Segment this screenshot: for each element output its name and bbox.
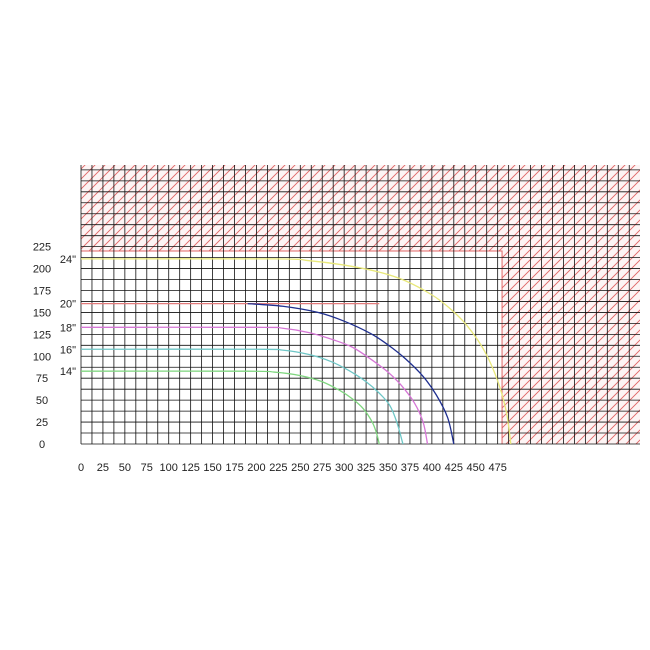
x-tick-label: 0 <box>78 462 84 474</box>
x-tick-label: 150 <box>203 462 221 474</box>
series-line-curve-2 <box>247 303 455 445</box>
x-tick-label: 300 <box>335 462 353 474</box>
x-tick-label: 75 <box>141 462 153 474</box>
series-label: 24" <box>60 254 76 266</box>
x-axis-ticks: 0 25 50 75 100 125 150 175 200 225 250 275 300 325 350… <box>78 462 507 474</box>
x-tick-label: 175 <box>225 462 243 474</box>
y-tick-label: 150 <box>33 307 51 319</box>
y-tick-label: 100 <box>33 351 51 363</box>
x-tick-label: 25 <box>97 462 109 474</box>
y-axis-ticks: 0 25 50 75 100 125 150 175 200 225 <box>33 242 51 451</box>
x-tick-label: 225 <box>269 462 287 474</box>
x-tick-label: 350 <box>379 462 397 474</box>
x-tick-label: 50 <box>119 462 131 474</box>
series-labels: 24" 20" 18" 16" 14" <box>60 254 76 378</box>
x-tick-label: 100 <box>160 462 178 474</box>
y-tick-label: 200 <box>33 264 51 276</box>
series-label: 20" <box>60 299 76 311</box>
y-tick-label: 225 <box>33 242 51 254</box>
y-tick-label: 50 <box>36 395 48 407</box>
x-tick-label: 200 <box>247 462 265 474</box>
series-label: 18" <box>60 322 76 334</box>
x-tick-label: 425 <box>445 462 463 474</box>
y-tick-label: 175 <box>33 285 51 297</box>
y-tick-label: 75 <box>36 373 48 385</box>
y-tick-label: 25 <box>36 417 48 429</box>
x-tick-label: 375 <box>401 462 419 474</box>
series-line-18in <box>80 326 429 445</box>
x-tick-label: 400 <box>423 462 441 474</box>
hatched-regions <box>81 165 640 444</box>
hatch-right-band <box>502 251 640 444</box>
x-tick-label: 250 <box>291 462 309 474</box>
hatch-top-band <box>81 165 640 252</box>
series-label: 16" <box>60 344 76 356</box>
x-tick-label: 450 <box>467 462 485 474</box>
series-label: 14" <box>60 366 76 378</box>
x-tick-label: 275 <box>313 462 331 474</box>
grid <box>80 165 640 445</box>
x-tick-label: 125 <box>181 462 199 474</box>
x-tick-label: 475 <box>488 462 506 474</box>
series-line-16in <box>80 348 404 445</box>
y-tick-label: 0 <box>39 439 45 451</box>
y-tick-label: 125 <box>33 329 51 341</box>
series-line-24in <box>80 258 512 445</box>
x-tick-label: 325 <box>357 462 375 474</box>
series-lines <box>80 258 512 445</box>
hatch-boundary <box>81 250 503 444</box>
series-line-14in <box>80 370 380 445</box>
